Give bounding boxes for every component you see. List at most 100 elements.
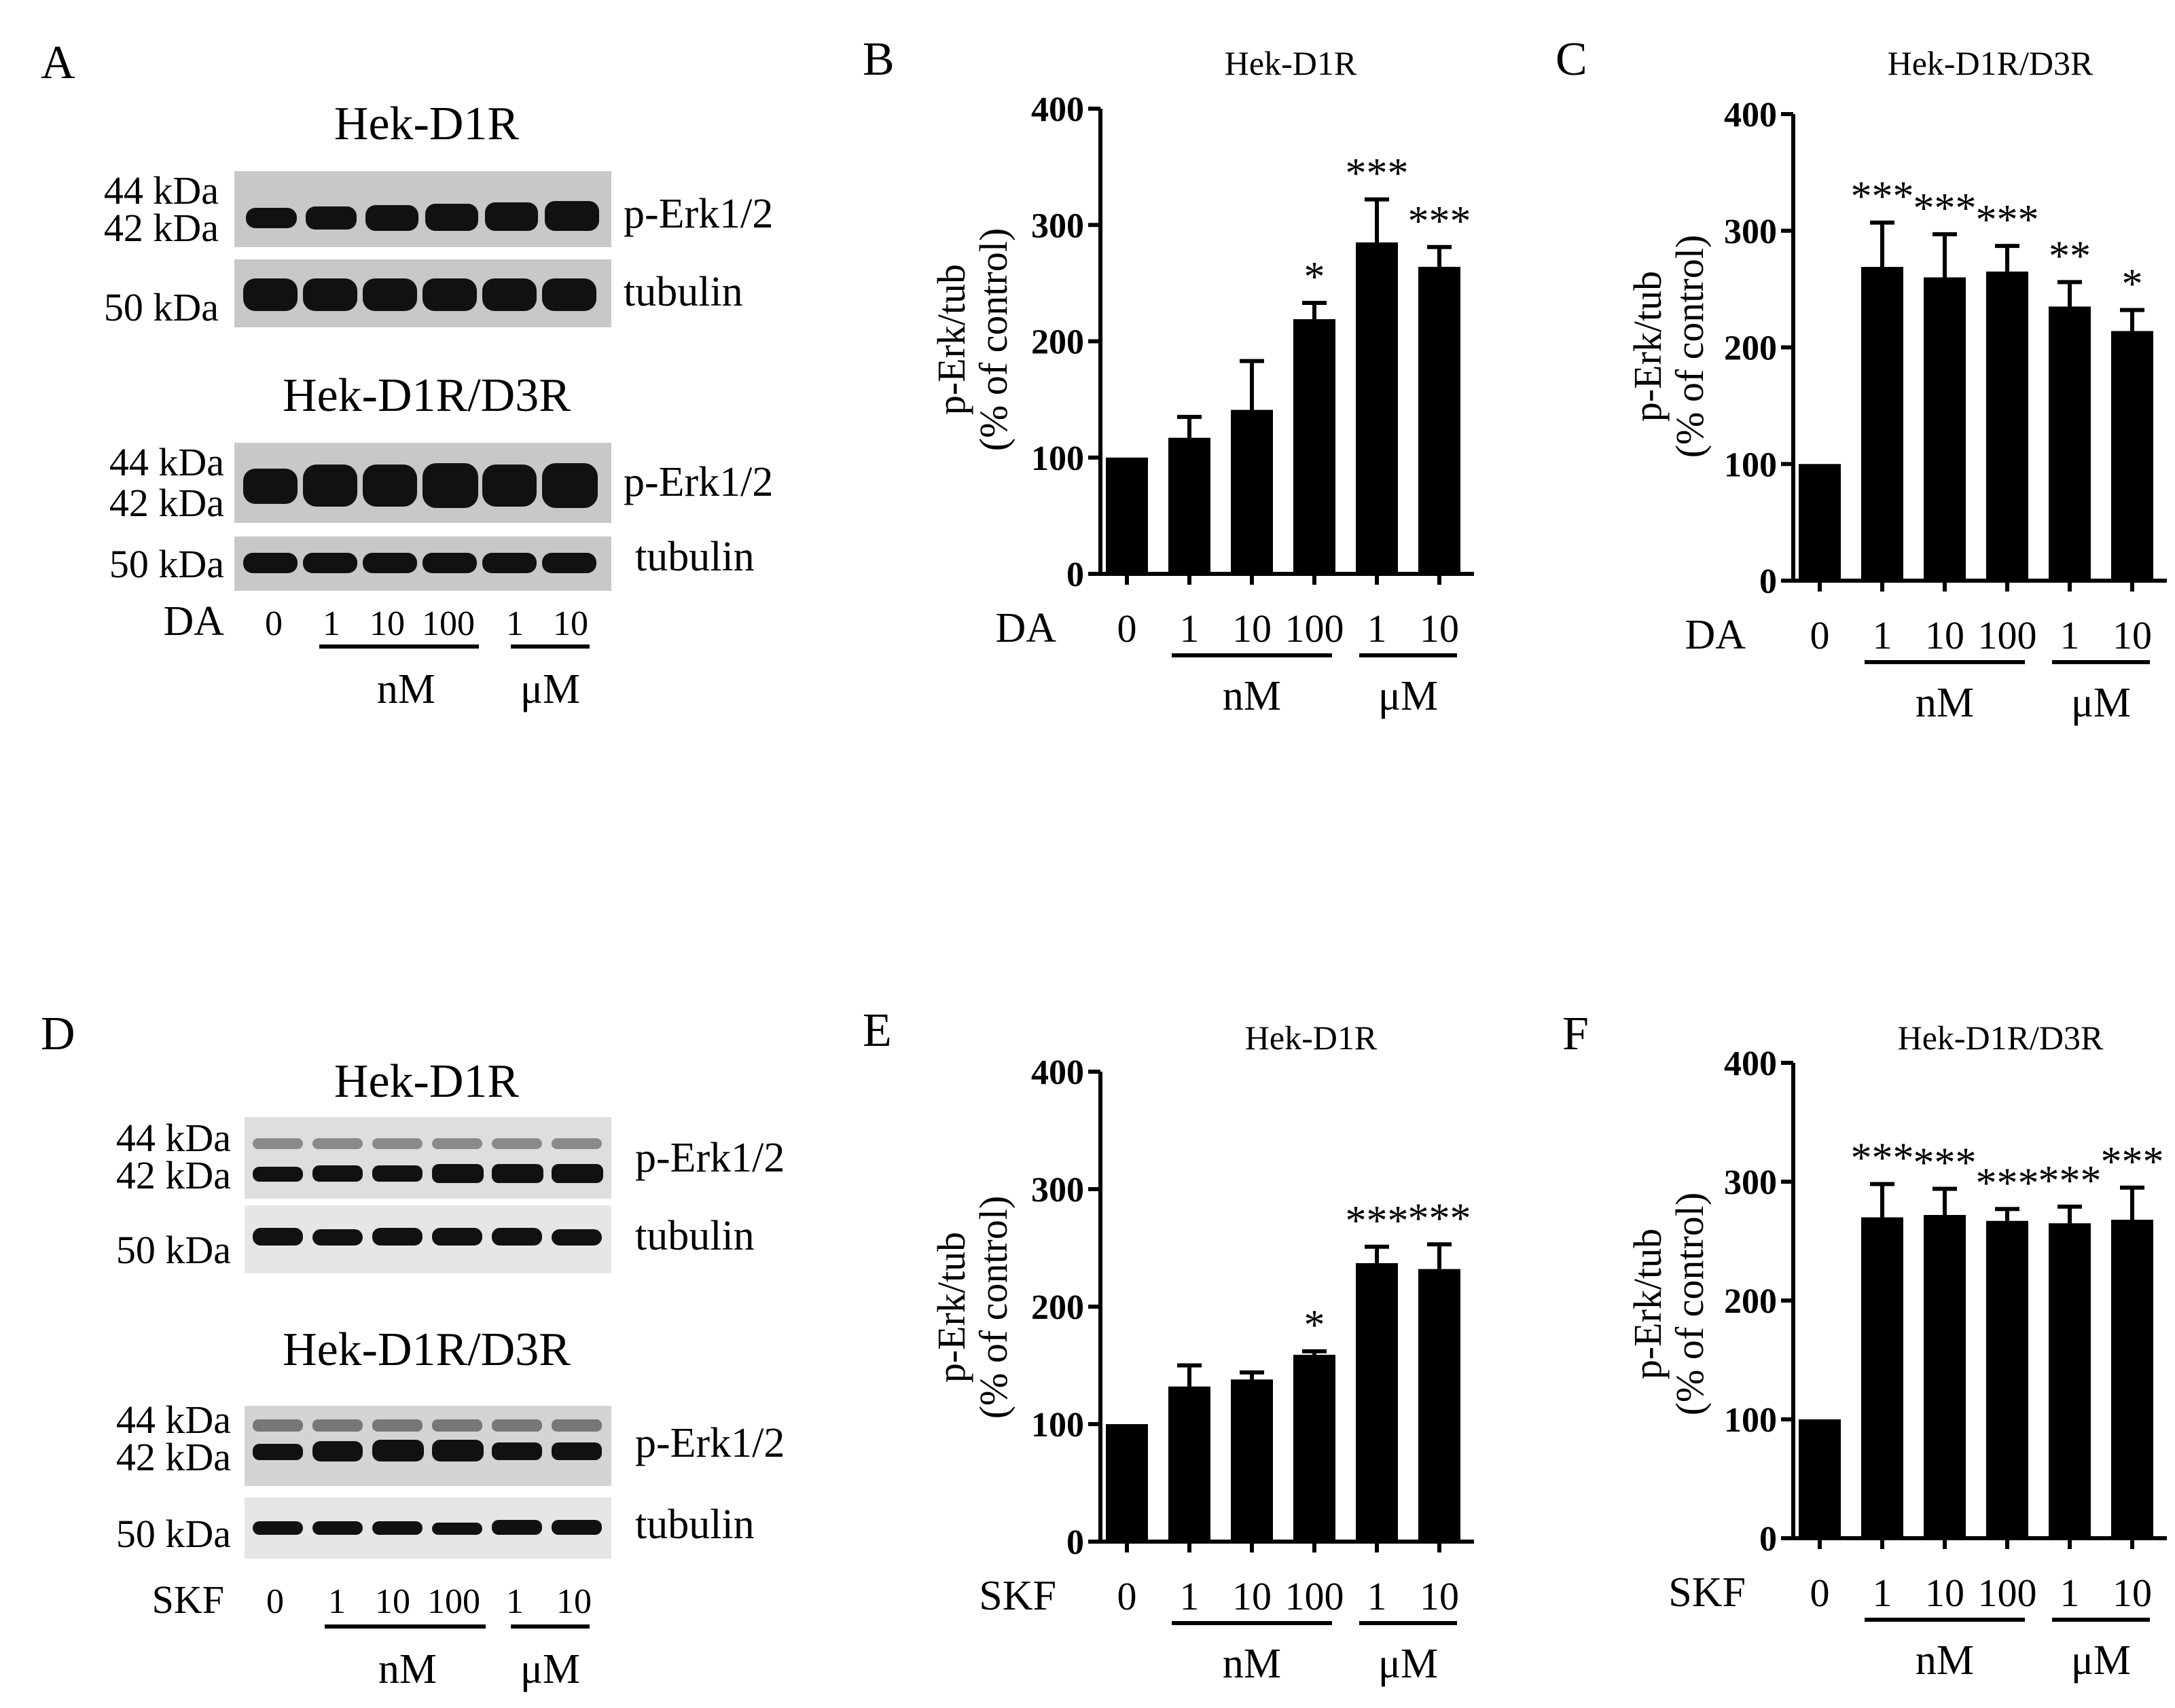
bar	[1168, 437, 1210, 574]
mw-label-44: 44 kDa	[116, 1398, 231, 1442]
blot-title-2: Hek-D1R/D3R	[283, 1324, 571, 1376]
x-tick-label: 100	[1978, 1571, 2037, 1615]
x-tick-label: 100	[1285, 606, 1344, 651]
dose-label: 1	[506, 604, 524, 643]
mw-label-42: 42 kDa	[109, 481, 224, 525]
bar	[1861, 266, 1903, 581]
treatment-label: SKF	[979, 1573, 1056, 1619]
dose-label: 10	[556, 1582, 592, 1621]
x-tick-label: 1	[1180, 606, 1200, 651]
treatment-label: DA	[995, 605, 1056, 651]
blot-title-1: Hek-D1R	[334, 1055, 519, 1108]
dose-label: 0	[265, 604, 283, 643]
y-axis-label: p-Erk/tub(% of control)	[1625, 235, 1712, 458]
panel-a: A Hek-D1R 44 kDa 42 kDa p-Erk1/2 50 kDa …	[41, 37, 773, 712]
treatment-label: DA	[163, 598, 224, 644]
y-tick-label: 200	[1724, 1282, 1777, 1321]
x-tick-label: 10	[1925, 613, 1964, 657]
bar	[2049, 306, 2091, 581]
blot-tubulin-bands	[243, 278, 596, 311]
x-tick-label: 10	[2113, 1571, 2152, 1615]
y-axis-label-line: (% of control)	[971, 228, 1015, 452]
y-axis-label: p-Erk/tub(% of control)	[929, 1196, 1015, 1419]
mw-label-42: 42 kDa	[116, 1435, 231, 1479]
y-tick-label: 400	[1724, 1044, 1777, 1083]
y-axis-label: p-Erk/tub(% of control)	[929, 228, 1015, 452]
blot-label-tubulin: tubulin	[624, 269, 743, 315]
blot-label-tubulin: tubulin	[635, 534, 755, 580]
significance-marker: *	[1304, 254, 1325, 300]
x-tick-label: 10	[1232, 1574, 1272, 1618]
blot-label-perk: p-Erk1/2	[624, 191, 773, 237]
blot-perk-strip	[245, 1406, 611, 1486]
blot-tubulin-strip	[245, 1497, 611, 1559]
bar	[1924, 277, 1966, 581]
x-tick-label: 100	[1285, 1574, 1344, 1618]
y-tick-label: 200	[1031, 1288, 1084, 1327]
bar	[1924, 1215, 1966, 1538]
y-tick-label: 400	[1031, 90, 1084, 129]
blot-perk-strip	[245, 1117, 611, 1199]
bar	[1418, 1269, 1460, 1542]
blot-title-2: Hek-D1R/D3R	[283, 369, 571, 422]
panel-letter: F	[1562, 1008, 1589, 1060]
y-axis-label-line: p-Erk/tub	[1625, 271, 1670, 422]
unit-label: nM	[1916, 680, 1974, 726]
bar	[1356, 242, 1398, 574]
blot-perk-bands	[243, 463, 598, 508]
significance-marker: ***	[1913, 1140, 1977, 1186]
chart-title: Hek-D1R	[1225, 44, 1357, 82]
chart-title: Hek-D1R/D3R	[1888, 44, 2093, 82]
x-tick-label: 0	[1117, 1574, 1137, 1618]
unit-label: μM	[520, 1646, 580, 1692]
y-tick-label: 300	[1031, 206, 1084, 245]
mw-label-42: 42 kDa	[116, 1153, 231, 1197]
bar	[1418, 266, 1460, 574]
y-axis-label-line: (% of control)	[1668, 1193, 1712, 1416]
significance-marker: ***	[1408, 198, 1471, 244]
bar	[1986, 271, 2028, 581]
panel-letter: B	[863, 33, 895, 86]
bar	[1106, 457, 1148, 574]
blot-label-perk: p-Erk1/2	[635, 1420, 785, 1466]
unit-label: μM	[2071, 680, 2131, 726]
panel-d: D Hek-D1R 44 kDa 42 kDa p-Erk1/2	[41, 1008, 785, 1692]
chart-title: Hek-D1R	[1245, 1019, 1378, 1057]
panel-letter: E	[863, 1004, 892, 1057]
y-tick-label: 400	[1724, 96, 1777, 134]
x-tick-label: 10	[2113, 613, 2152, 657]
mw-label-50: 50 kDa	[116, 1228, 231, 1272]
dose-label: 1	[323, 604, 340, 643]
bar	[1799, 1419, 1841, 1538]
treatment-label: SKF	[1668, 1569, 1746, 1616]
treatment-label: SKF	[152, 1578, 224, 1622]
dose-label: 1	[328, 1582, 346, 1621]
blot-perk-bands	[246, 201, 599, 231]
significance-marker: *	[1304, 1303, 1325, 1349]
unit-label: nM	[1223, 673, 1281, 719]
blot-tubulin-bands	[243, 553, 596, 573]
blot-perk-bands	[253, 1138, 603, 1183]
y-tick-label: 300	[1724, 213, 1777, 251]
y-tick-label: 0	[1066, 1523, 1084, 1562]
significance-marker: ***	[1976, 197, 2039, 243]
x-tick-label: 1	[1873, 1571, 1892, 1615]
x-tick-label: 1	[1873, 613, 1892, 657]
y-tick-label: 0	[1759, 562, 1777, 601]
y-tick-label: 100	[1031, 1406, 1084, 1444]
y-tick-label: 100	[1031, 439, 1084, 478]
x-tick-label: 0	[1810, 1571, 1830, 1615]
x-tick-label: 1	[1367, 1574, 1387, 1618]
x-tick-label: 100	[1978, 613, 2037, 657]
panel-letter-d: D	[41, 1008, 75, 1060]
mw-label-50: 50 kDa	[109, 542, 224, 586]
blot-title-1: Hek-D1R	[334, 98, 519, 150]
unit-label: μM	[2071, 1637, 2131, 1684]
x-tick-label: 10	[1420, 1574, 1459, 1618]
